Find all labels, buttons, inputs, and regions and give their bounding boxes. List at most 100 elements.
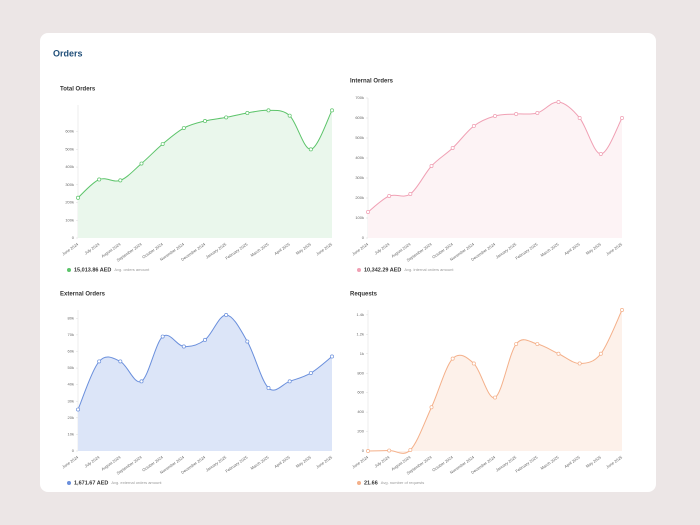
point bbox=[620, 308, 624, 312]
point bbox=[308, 371, 313, 375]
point bbox=[535, 342, 540, 346]
point bbox=[387, 448, 392, 453]
point bbox=[556, 100, 561, 104]
legend-dot bbox=[67, 481, 71, 485]
point bbox=[493, 395, 497, 400]
y-tick-label: 400 bbox=[357, 409, 364, 414]
point bbox=[203, 337, 207, 342]
point bbox=[224, 313, 229, 317]
summary-value: 1,671.67 AED bbox=[74, 480, 108, 486]
legend-dot bbox=[357, 268, 361, 272]
point bbox=[160, 334, 165, 339]
point bbox=[266, 386, 271, 390]
point bbox=[118, 359, 123, 364]
y-tick-label: 600 bbox=[357, 390, 364, 395]
y-tick-label: 0 bbox=[72, 448, 75, 453]
point bbox=[514, 112, 519, 116]
y-tick-label: 600k bbox=[65, 129, 74, 134]
y-tick-label: 10k bbox=[68, 431, 74, 436]
chart-panel: Internal Orders 0 100k 200k 300k 400k 500k 600k… bbox=[350, 79, 624, 273]
point bbox=[471, 124, 476, 128]
chart-title: External Orders bbox=[60, 292, 106, 298]
y-tick-label: 500k bbox=[65, 146, 74, 151]
point bbox=[245, 339, 250, 344]
y-tick-label: 1k bbox=[360, 351, 364, 356]
point bbox=[181, 344, 186, 349]
y-tick-label: 0 bbox=[362, 448, 365, 453]
summary-label: Avg. orders amount bbox=[114, 267, 150, 272]
point bbox=[160, 142, 165, 146]
point bbox=[620, 116, 624, 120]
summary-label: Avg. number of requests bbox=[381, 480, 425, 485]
y-tick-label: 700k bbox=[355, 95, 364, 100]
point bbox=[514, 342, 519, 346]
point bbox=[408, 448, 413, 452]
summary-value: 21.66 bbox=[364, 480, 378, 486]
point bbox=[408, 192, 413, 196]
y-tick-label: 50k bbox=[68, 365, 74, 370]
point bbox=[535, 111, 540, 115]
y-tick-label: 200k bbox=[355, 195, 364, 200]
chart-title: Requests bbox=[350, 292, 378, 298]
y-tick-label: 30k bbox=[68, 398, 74, 403]
point bbox=[366, 210, 370, 214]
y-tick-label: 0 bbox=[72, 235, 75, 240]
area bbox=[368, 101, 622, 238]
point bbox=[97, 177, 102, 182]
point bbox=[450, 356, 455, 361]
point bbox=[556, 351, 561, 356]
point bbox=[598, 351, 603, 356]
y-tick-label: 500k bbox=[355, 135, 364, 140]
point bbox=[429, 164, 434, 168]
y-tick-label: 60k bbox=[68, 349, 74, 354]
point bbox=[139, 161, 144, 166]
page-title: Orders bbox=[53, 48, 83, 58]
point bbox=[224, 115, 229, 120]
point bbox=[76, 195, 80, 200]
y-tick-label: 70k bbox=[68, 332, 74, 337]
y-tick-label: 300k bbox=[65, 182, 74, 187]
chart-title: Internal Orders bbox=[350, 79, 394, 85]
point bbox=[387, 194, 392, 198]
summary-value: 15,013.86 AED bbox=[74, 267, 111, 273]
summary-value: 10,342.29 AED bbox=[364, 267, 401, 273]
y-tick-label: 200 bbox=[357, 429, 364, 434]
point bbox=[287, 379, 292, 384]
point bbox=[493, 114, 497, 118]
point bbox=[598, 152, 603, 156]
y-tick-label: 400k bbox=[65, 164, 74, 169]
point bbox=[139, 379, 144, 384]
y-tick-label: 400k bbox=[355, 155, 364, 160]
y-tick-label: 600k bbox=[355, 115, 364, 120]
point bbox=[450, 146, 455, 150]
y-tick-label: 200k bbox=[65, 200, 74, 205]
y-tick-label: 100k bbox=[65, 217, 74, 222]
y-tick-label: 80k bbox=[68, 315, 74, 320]
chart-title: Total Orders bbox=[60, 87, 96, 93]
area bbox=[78, 314, 332, 451]
point bbox=[577, 361, 582, 366]
y-tick-label: 20k bbox=[68, 415, 74, 420]
point bbox=[330, 108, 334, 113]
point bbox=[330, 354, 334, 359]
legend-dot bbox=[67, 268, 71, 272]
y-tick-label: 40k bbox=[68, 382, 74, 387]
point bbox=[429, 405, 434, 410]
point bbox=[76, 407, 80, 412]
point bbox=[577, 116, 582, 120]
point bbox=[471, 361, 476, 366]
point bbox=[118, 178, 123, 183]
point bbox=[308, 147, 313, 152]
legend-dot bbox=[357, 481, 361, 485]
y-tick-label: 0 bbox=[362, 235, 365, 240]
y-tick-label: 1.4k bbox=[356, 312, 364, 317]
point bbox=[203, 119, 207, 123]
point bbox=[97, 359, 102, 364]
point bbox=[287, 113, 292, 118]
area bbox=[78, 110, 332, 238]
point bbox=[245, 111, 250, 115]
summary-label: Avg. external orders amount bbox=[111, 480, 162, 485]
point bbox=[366, 449, 370, 453]
